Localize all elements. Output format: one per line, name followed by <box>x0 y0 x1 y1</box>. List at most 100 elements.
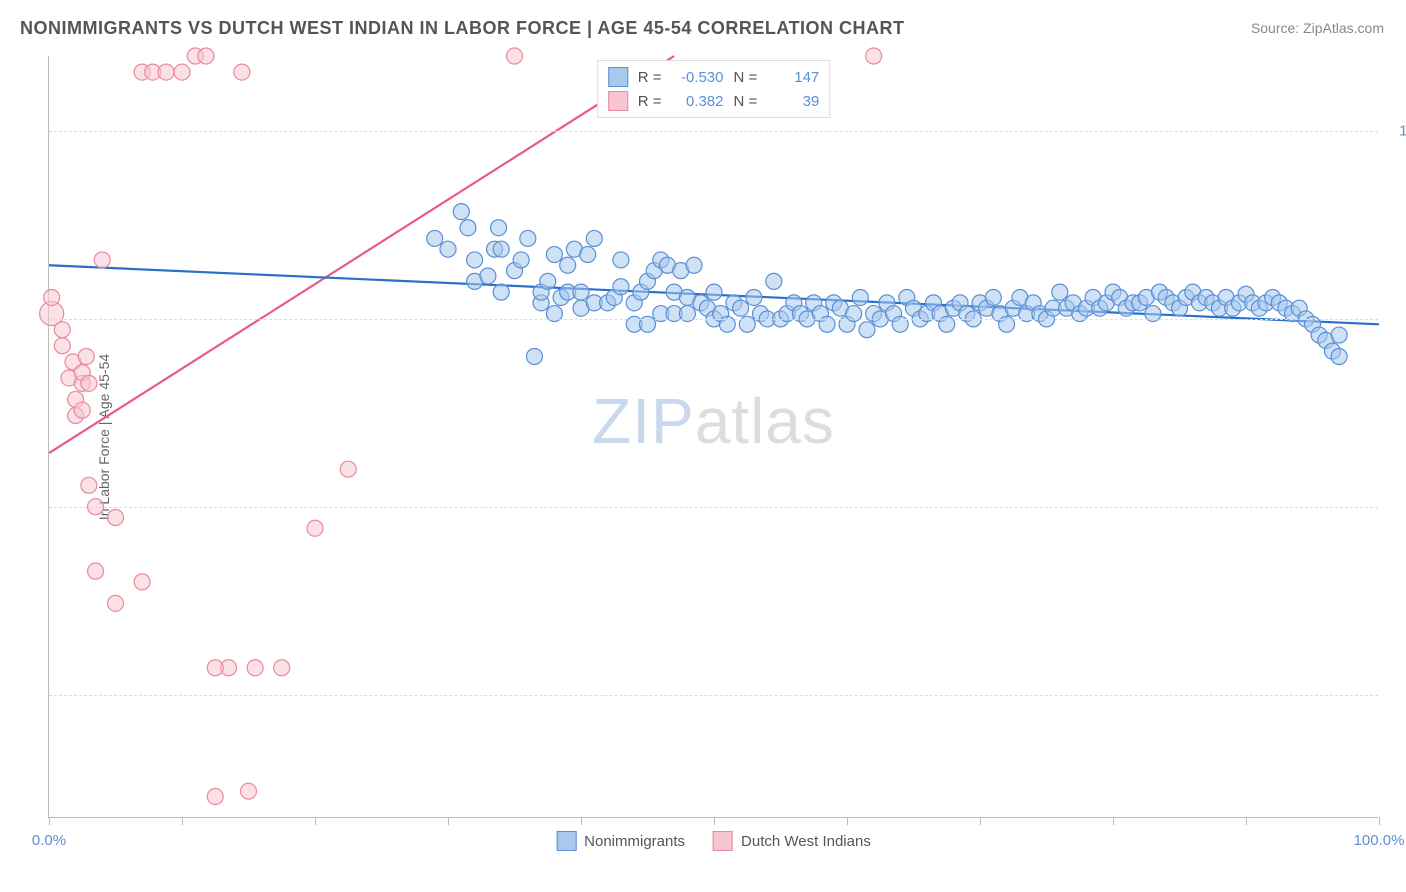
data-point <box>158 64 174 80</box>
data-point <box>513 252 529 268</box>
gridline-h <box>49 319 1378 320</box>
data-point <box>507 48 523 64</box>
gridline-h <box>49 507 1378 508</box>
y-tick-label: 82.5% <box>1386 310 1406 327</box>
legend-label-0: Nonimmigrants <box>584 833 685 850</box>
data-point <box>985 289 1001 305</box>
chart-svg <box>49 56 1378 817</box>
x-tick <box>847 817 848 825</box>
data-point <box>520 230 536 246</box>
data-point <box>74 402 90 418</box>
data-point <box>94 252 110 268</box>
x-tick <box>182 817 183 825</box>
data-point <box>241 783 257 799</box>
data-point <box>54 338 70 354</box>
data-point <box>766 273 782 289</box>
x-tick <box>581 817 582 825</box>
data-point <box>453 204 469 220</box>
gridline-h <box>49 131 1378 132</box>
stats-r-value-0: -0.530 <box>672 69 724 86</box>
data-point <box>44 289 60 305</box>
chart-title: NONIMMIGRANTS VS DUTCH WEST INDIAN IN LA… <box>20 18 905 39</box>
data-point <box>480 268 496 284</box>
data-point <box>613 279 629 295</box>
stats-row-0: R = -0.530 N = 147 <box>608 65 820 89</box>
chart-container: NONIMMIGRANTS VS DUTCH WEST INDIAN IN LA… <box>0 0 1406 892</box>
stats-r-label: R = <box>638 93 662 110</box>
stats-swatch-1 <box>608 91 628 111</box>
data-point <box>560 257 576 273</box>
legend-label-1: Dutch West Indians <box>741 833 871 850</box>
data-point <box>546 247 562 263</box>
bottom-legend: Nonimmigrants Dutch West Indians <box>556 831 871 851</box>
data-point <box>207 660 223 676</box>
data-point <box>340 461 356 477</box>
data-point <box>234 64 250 80</box>
data-point <box>733 300 749 316</box>
data-point <box>526 349 542 365</box>
data-point <box>613 252 629 268</box>
stats-n-label: N = <box>734 93 758 110</box>
x-tick <box>448 817 449 825</box>
data-point <box>491 220 507 236</box>
legend-swatch-1 <box>713 831 733 851</box>
stats-r-value-1: 0.382 <box>672 93 724 110</box>
x-tick <box>714 817 715 825</box>
data-point <box>108 595 124 611</box>
data-point <box>134 574 150 590</box>
x-tick <box>1246 817 1247 825</box>
data-point <box>467 252 483 268</box>
stats-row-1: R = 0.382 N = 39 <box>608 89 820 113</box>
data-point <box>198 48 214 64</box>
data-point <box>573 284 589 300</box>
y-tick-label: 65.0% <box>1386 498 1406 515</box>
y-tick-label: 100.0% <box>1386 123 1406 140</box>
data-point <box>460 220 476 236</box>
y-tick-label: 47.5% <box>1386 686 1406 703</box>
data-point <box>88 563 104 579</box>
data-point <box>866 48 882 64</box>
data-point <box>706 284 722 300</box>
x-tick <box>1379 817 1380 825</box>
data-point <box>54 322 70 338</box>
x-tick-label: 100.0% <box>1354 832 1405 849</box>
x-tick <box>49 817 50 825</box>
data-point <box>586 230 602 246</box>
stats-r-label: R = <box>638 69 662 86</box>
plot-area: In Labor Force | Age 45-54 ZIPatlas R = … <box>48 56 1378 818</box>
data-point <box>540 273 556 289</box>
data-point <box>81 477 97 493</box>
data-point <box>247 660 263 676</box>
data-point <box>1331 327 1347 343</box>
x-tick <box>980 817 981 825</box>
data-point <box>493 284 509 300</box>
x-tick <box>315 817 316 825</box>
data-point <box>1331 349 1347 365</box>
data-point <box>746 289 762 305</box>
data-point <box>686 257 702 273</box>
stats-n-value-0: 147 <box>767 69 819 86</box>
data-point <box>307 520 323 536</box>
data-point <box>174 64 190 80</box>
data-point <box>580 247 596 263</box>
data-point <box>207 789 223 805</box>
data-point <box>1052 284 1068 300</box>
x-tick-label: 0.0% <box>32 832 66 849</box>
stats-n-label: N = <box>734 69 758 86</box>
data-point <box>440 241 456 257</box>
stats-swatch-0 <box>608 67 628 87</box>
legend-swatch-0 <box>556 831 576 851</box>
data-point <box>108 509 124 525</box>
data-point <box>274 660 290 676</box>
data-point <box>81 375 97 391</box>
stats-legend: R = -0.530 N = 147 R = 0.382 N = 39 <box>597 60 831 118</box>
source-label: Source: ZipAtlas.com <box>1251 20 1384 36</box>
x-tick <box>1113 817 1114 825</box>
data-point <box>493 241 509 257</box>
legend-item-0: Nonimmigrants <box>556 831 685 851</box>
stats-n-value-1: 39 <box>767 93 819 110</box>
data-point <box>78 349 94 365</box>
gridline-h <box>49 695 1378 696</box>
data-point <box>852 289 868 305</box>
legend-item-1: Dutch West Indians <box>713 831 871 851</box>
